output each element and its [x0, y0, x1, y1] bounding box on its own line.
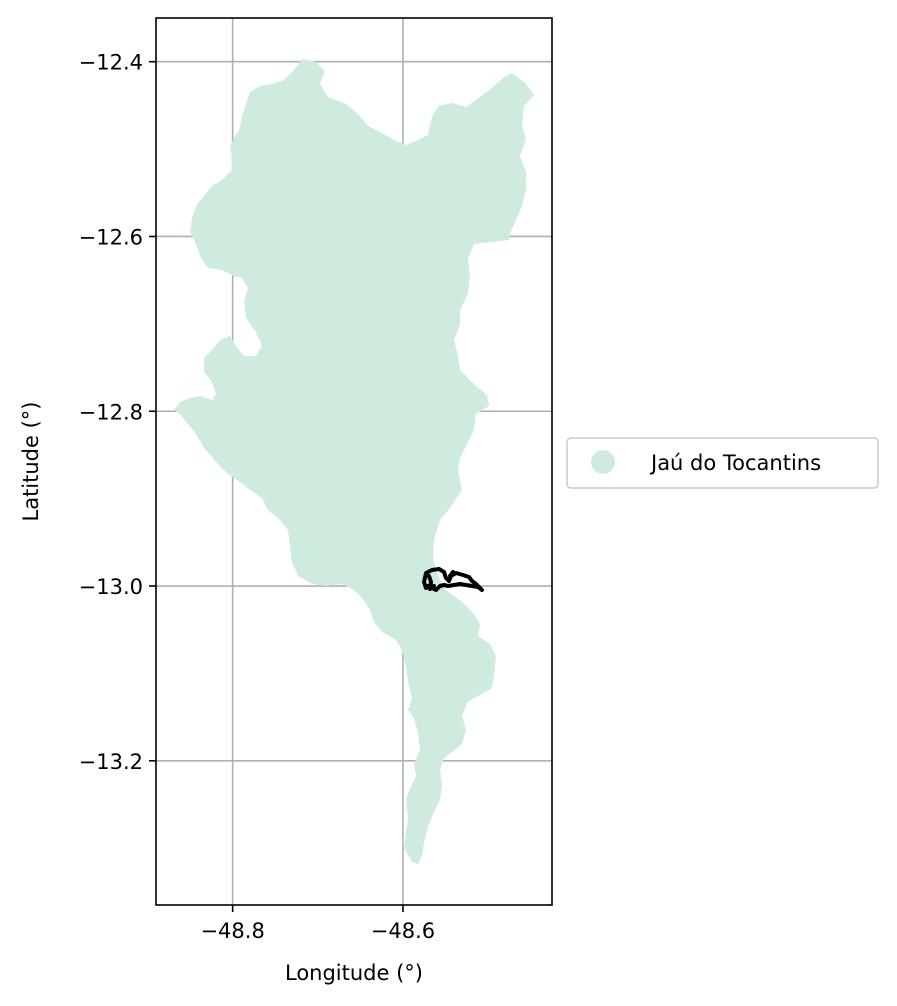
- y-tick-label: −13.2: [79, 750, 143, 774]
- municipality-polygon: [174, 59, 534, 864]
- y-tick-label: −13.0: [79, 575, 143, 599]
- track-line: [422, 567, 484, 592]
- x-tick-label: −48.6: [371, 919, 435, 943]
- legend-box: [566, 437, 879, 489]
- y-tick-label: −12.4: [79, 51, 143, 75]
- y-axis-label: Latitude (°): [19, 402, 43, 522]
- y-tick-label: −12.8: [79, 400, 143, 424]
- legend-marker: [591, 450, 615, 474]
- legend-label: Jaú do Tocantins: [649, 451, 821, 475]
- plot-frame: [155, 17, 553, 906]
- legend: Jaú do Tocantins: [566, 437, 879, 489]
- y-tick-label: −12.6: [79, 225, 143, 249]
- x-tick-label: −48.8: [200, 919, 264, 943]
- axis-ticks: −48.8 −48.6 −12.4 −12.6 −12.8 −13.0 −13.2: [79, 51, 436, 943]
- x-axis-label: Longitude (°): [285, 961, 423, 985]
